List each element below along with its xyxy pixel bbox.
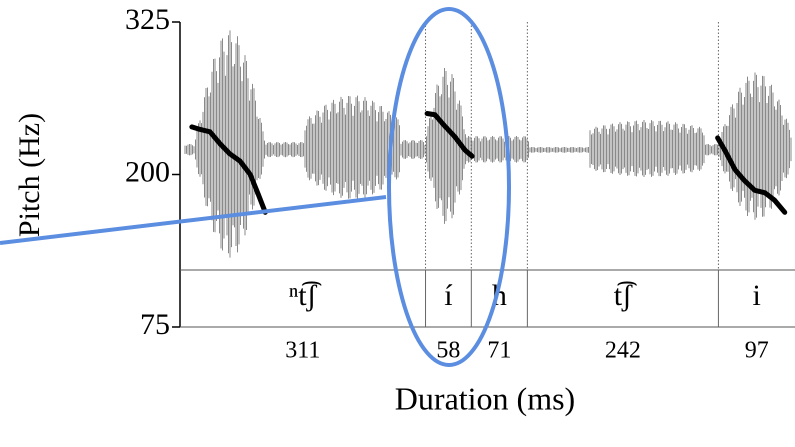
pitch-contour bbox=[189, 124, 268, 215]
x-axis-label: Duration (ms) bbox=[395, 380, 575, 416]
y-tick-label: 200 bbox=[125, 155, 170, 188]
y-axis-label: Pitch (Hz) bbox=[13, 113, 46, 237]
segment-label: t͡ʃ bbox=[614, 279, 637, 312]
duration-label: 58 bbox=[436, 338, 460, 364]
y-tick-label: 75 bbox=[140, 308, 170, 341]
duration-label: 311 bbox=[285, 338, 320, 364]
waveform-trace bbox=[184, 30, 792, 258]
segment-label: í bbox=[444, 279, 453, 312]
highlight-ellipse bbox=[387, 7, 511, 367]
waveform bbox=[184, 30, 792, 258]
segment-label: i bbox=[753, 279, 761, 312]
y-tick-label: 325 bbox=[125, 3, 170, 36]
pitch-contour bbox=[424, 111, 475, 159]
duration-label: 71 bbox=[487, 338, 511, 364]
pointer-line bbox=[0, 195, 387, 245]
pitch-contour bbox=[715, 135, 788, 215]
duration-label: 242 bbox=[605, 338, 641, 364]
duration-label: 97 bbox=[745, 338, 769, 364]
segment-label: ⁿt͡ʃ bbox=[289, 279, 322, 312]
